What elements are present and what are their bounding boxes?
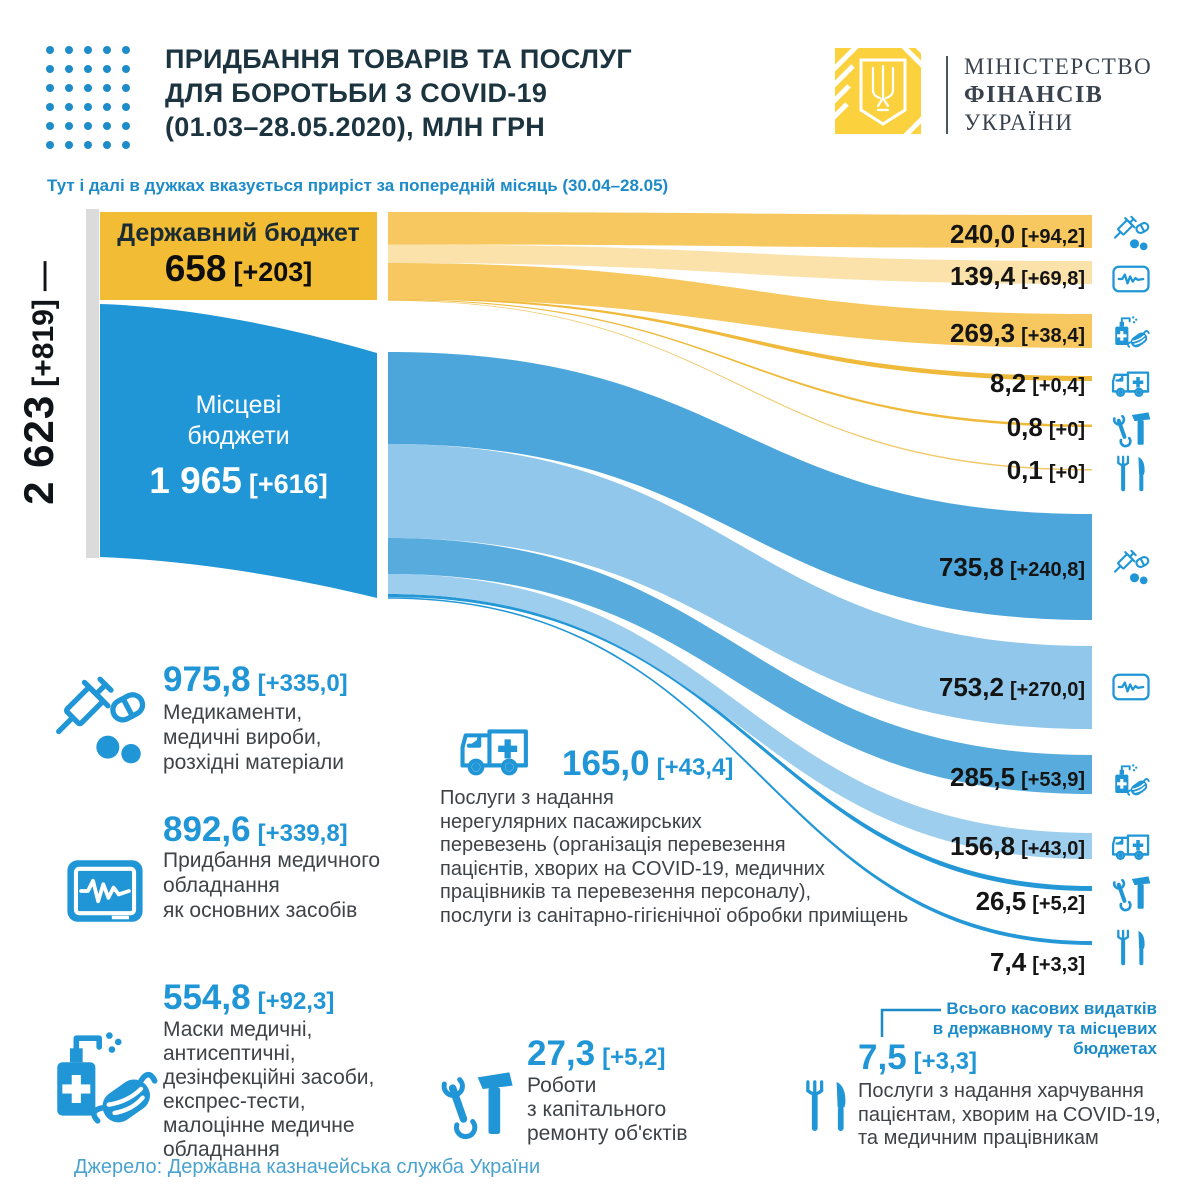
dot bbox=[103, 65, 111, 73]
dot bbox=[103, 46, 111, 54]
ambulance-icon bbox=[443, 714, 547, 790]
flow-label-state-repair: 0,8 [+0] bbox=[1006, 412, 1085, 442]
dot bbox=[122, 122, 130, 130]
equipment-icon bbox=[58, 850, 152, 932]
dot bbox=[103, 103, 111, 111]
total-delta: [+819] bbox=[27, 299, 60, 387]
equipment-total: 892,6 [+339,8] bbox=[163, 810, 348, 849]
flow-label-state-equipment: 139,4 [+69,8] bbox=[949, 261, 1085, 291]
equipment-description: Придбання медичного обладнання як основн… bbox=[163, 849, 381, 922]
repair-total: 27,3 [+5,2] bbox=[527, 1034, 666, 1073]
flow-label-local-medicines: 735,8 [+240,8] bbox=[938, 552, 1085, 582]
data-source: Джерело: Державна казначейська служба Ук… bbox=[74, 1156, 541, 1178]
food-total: 7,5 [+3,3] bbox=[858, 1038, 978, 1077]
dot bbox=[122, 46, 130, 54]
masks-icon bbox=[42, 1008, 164, 1142]
dot bbox=[46, 103, 54, 111]
dot bbox=[65, 122, 73, 130]
flow-label-local-equipment: 753,2 [+270,0] bbox=[938, 672, 1085, 702]
dot bbox=[65, 84, 73, 92]
method-note: Тут і далі в дужках вказується приріст з… bbox=[47, 176, 669, 195]
food-icon bbox=[1108, 926, 1154, 968]
dot bbox=[46, 65, 54, 73]
state-budget-label: Державний бюджет bbox=[117, 219, 360, 247]
repair-icon bbox=[1108, 408, 1154, 450]
dot bbox=[84, 103, 92, 111]
ministry-line-1: МІНІСТЕРСТВО bbox=[964, 54, 1153, 79]
dot bbox=[103, 122, 111, 130]
dot bbox=[84, 46, 92, 54]
ambulance-icon bbox=[1108, 826, 1154, 868]
axis-bar bbox=[86, 209, 99, 558]
masks-description: Маски медичні, антисептичні, дезінфекцій… bbox=[163, 1018, 375, 1161]
transport-description: Послуги з надання нерегулярних пасажирсь… bbox=[440, 787, 909, 927]
dot bbox=[84, 141, 92, 149]
dot bbox=[122, 141, 130, 149]
total-label: 2 623 [+819] — bbox=[10, 208, 68, 558]
medicines-icon bbox=[1108, 214, 1154, 256]
food-icon bbox=[796, 1062, 856, 1148]
ministry-logo bbox=[835, 48, 921, 134]
masks-total: 554,8 [+92,3] bbox=[163, 978, 335, 1017]
flow-label-local-transport: 156,8 [+43,0] bbox=[949, 831, 1085, 861]
local-budgets-label: Місцеві бюджети bbox=[187, 391, 290, 450]
food-icon bbox=[1108, 452, 1154, 494]
food-description: Послуги з надання харчування пацієнтам, … bbox=[858, 1080, 1161, 1149]
medicines-description: Медикаменти, медичні вироби, розхідні ма… bbox=[163, 701, 344, 774]
medicines-icon bbox=[46, 672, 152, 778]
masks-icon bbox=[1108, 758, 1154, 800]
dot bbox=[46, 141, 54, 149]
dot bbox=[103, 84, 111, 92]
equipment-icon bbox=[1108, 258, 1154, 300]
dot bbox=[65, 141, 73, 149]
dot bbox=[65, 103, 73, 111]
logo-divider bbox=[946, 56, 948, 134]
dot bbox=[84, 122, 92, 130]
transport-total: 165,0 [+43,4] bbox=[562, 744, 734, 783]
dot bbox=[65, 65, 73, 73]
repair-icon bbox=[1108, 872, 1154, 914]
dot bbox=[84, 65, 92, 73]
trident-icon bbox=[835, 48, 921, 134]
total-value: 2 623 bbox=[15, 394, 62, 505]
ministry-name: МІНІСТЕРСТВО ФІНАНСІВ УКРАЇНИ bbox=[964, 53, 1152, 137]
total-tick: — bbox=[27, 261, 60, 292]
repair-icon bbox=[436, 1062, 516, 1146]
dots-pattern bbox=[46, 46, 130, 149]
dot bbox=[122, 84, 130, 92]
page-title: ПРИДБАННЯ ТОВАРІВ ТА ПОСЛУГ ДЛЯ БОРОТЬБИ… bbox=[165, 44, 632, 142]
dot bbox=[65, 46, 73, 54]
masks-icon bbox=[1108, 310, 1154, 352]
dot bbox=[46, 46, 54, 54]
flow-label-state-masks: 269,3 [+38,4] bbox=[949, 318, 1085, 348]
repair-description: Роботи з капітального ремонту об'єктів bbox=[527, 1074, 688, 1145]
flow-label-state-transport: 8,2 [+0,4] bbox=[990, 368, 1085, 398]
flow-label-local-repair: 26,5 [+5,2] bbox=[975, 886, 1085, 916]
equipment-icon bbox=[1108, 666, 1154, 708]
dot bbox=[84, 84, 92, 92]
ministry-line-3: УКРАЇНИ bbox=[964, 110, 1074, 135]
dot bbox=[103, 141, 111, 149]
dot bbox=[122, 65, 130, 73]
state-budget-value: 658 [+203] bbox=[164, 248, 313, 289]
medicines-icon bbox=[1108, 548, 1154, 590]
ministry-line-2: ФІНАНСІВ bbox=[964, 82, 1104, 108]
flow-label-state-medicines: 240,0 [+94,2] bbox=[949, 219, 1085, 249]
flow-label-local-masks: 285,5 [+53,9] bbox=[949, 762, 1085, 792]
dot bbox=[46, 84, 54, 92]
dot bbox=[122, 103, 130, 111]
local-budgets-value: 1 965 [+616] bbox=[149, 460, 328, 501]
ambulance-icon bbox=[1108, 363, 1154, 405]
flow-label-state-food: 0,1 [+0] bbox=[1006, 455, 1085, 485]
flow-label-local-food: 7,4 [+3,3] bbox=[990, 947, 1085, 977]
dot bbox=[46, 122, 54, 130]
total-expenditures-annotation: Всього касових видатків в державному та … bbox=[932, 999, 1157, 1058]
medicines-total: 975,8 [+335,0] bbox=[163, 660, 348, 699]
